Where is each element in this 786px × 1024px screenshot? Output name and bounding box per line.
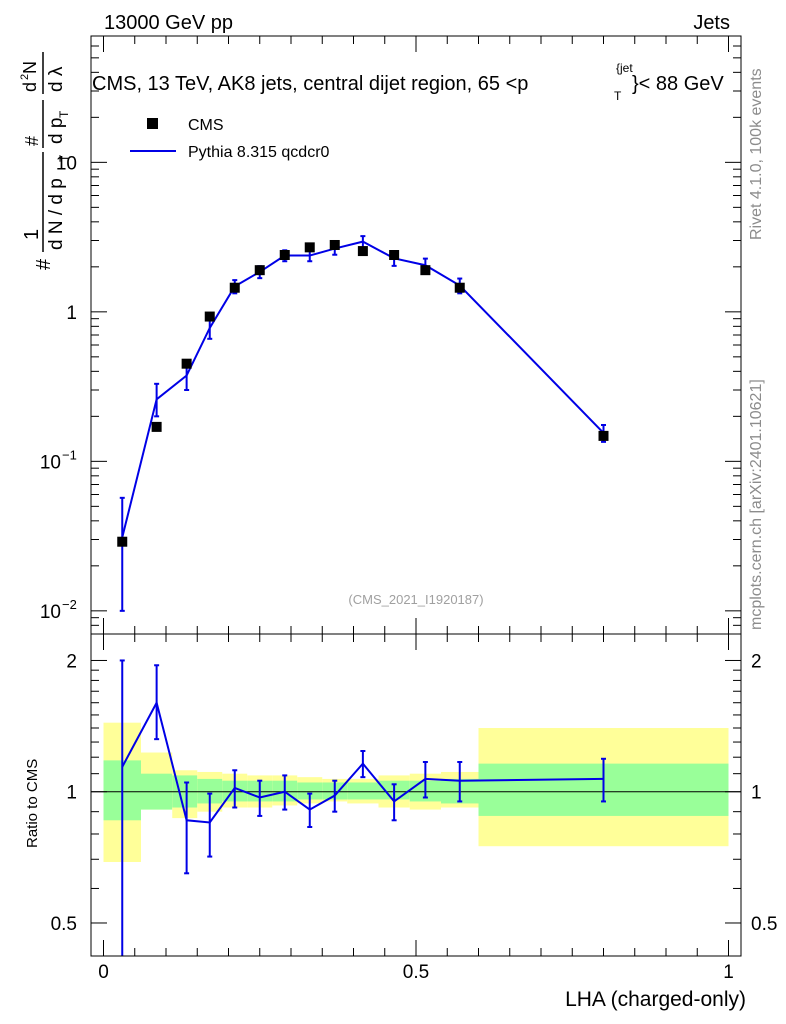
ylabel-d: d [20,82,40,92]
ylabel-n: N [20,61,40,74]
y-tick-label-3: 10 [56,153,77,174]
data-point-13 [598,430,609,441]
ratio-tick-label-left-2: 2 [66,651,77,672]
ylabel-hash1: # [33,258,55,270]
data-point-11 [420,265,431,276]
ylabel-t1: T [57,154,71,162]
title-superscript: {jet [616,61,633,75]
title-end: }< 88 GeV [632,73,724,95]
y-tick-label-1-exp: −1 [62,447,77,462]
header-left: 13000 GeV pp [104,12,233,34]
ratio-panel [91,659,741,956]
title-subscript: T [614,89,622,103]
ratio-mc-line [121,699,604,824]
ylabel-dlambda: d λ [46,66,67,92]
data-point-7 [304,242,315,253]
data-point-4 [229,282,240,293]
band-inner-9 [347,782,379,800]
band-inner-7 [297,782,323,800]
y-axis-label-ratio: Ratio to CMS [24,759,41,848]
legend-data-label: CMS [188,117,224,134]
y-tick-label-0-exp: −2 [62,597,77,612]
ratio-bands [103,722,729,862]
data-point-0 [117,536,128,547]
data-point-2 [181,358,192,369]
ratio-tick-label-left-1: 1 [66,783,77,804]
analysis-id: (CMS_2021_I1920187) [348,592,483,607]
y-tick-label-0-base: 10 [40,602,61,623]
legend-data-marker [147,118,158,129]
data-point-10 [389,250,400,261]
x-tick-label-0: 0 [98,962,109,983]
ratio-tick-label-left-0: 0.5 [51,914,77,935]
y-tick-label-1-base: 10 [40,452,61,473]
mc-line [121,240,605,538]
data-point-5 [254,265,265,276]
mcplots-ref: mcplots.cern.ch [arXiv:2401.10621] [748,379,765,630]
rivet-version: Rivet 4.1.0, 100k events [748,68,765,240]
legend-mc-label: Pythia 8.315 qcdcr0 [188,144,330,161]
ylabel-t2: T [57,110,71,118]
y-axis-label-top: # 1 d N / d p T # d p T d 2 N d λ [19,52,71,270]
x-axis-label: LHA (charged-only) [565,988,746,1011]
data-point-6 [279,250,290,261]
data-point-8 [329,239,340,250]
data-point-1 [151,421,162,432]
data-point-3 [204,311,215,322]
ratio-tick-label-right-1: 1 [751,783,762,804]
ratio-tick-label-right-0: 0.5 [751,914,777,935]
ylabel-one: 1 [21,229,43,240]
data-point-9 [357,246,368,257]
main-panel [117,235,609,612]
plot-title: CMS, 13 TeV, AK8 jets, central dijet reg… [92,73,528,95]
ratio-tick-label-right-2: 2 [751,651,762,672]
ylabel-hash2: # [22,136,42,146]
x-tick-label-1: 0.5 [403,962,429,983]
data-point-12 [454,282,465,293]
ylabel-dn: d N / d p [46,178,67,250]
x-tick-label-2: 1 [723,962,734,983]
ylabel-dp: d p [46,118,67,144]
ylabel-two: 2 [19,74,31,80]
header-right: Jets [693,12,730,34]
y-tick-label-2: 1 [66,303,77,324]
